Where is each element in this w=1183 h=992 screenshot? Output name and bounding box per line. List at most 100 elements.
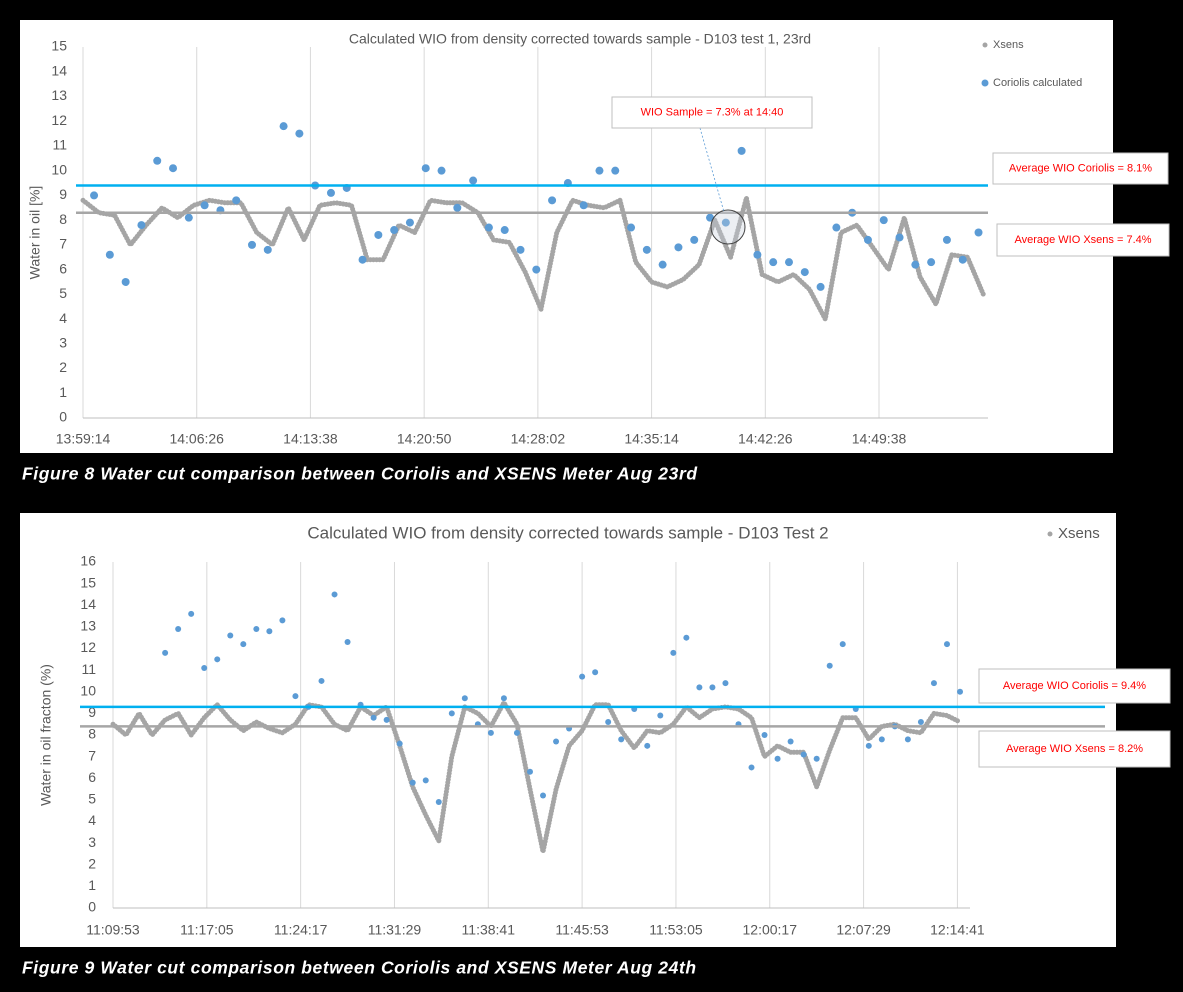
- coriolis-point: [421, 164, 430, 173]
- coriolis-point: [553, 738, 560, 745]
- x-tick-label: 12:07:29: [836, 922, 891, 938]
- coriolis-point: [595, 166, 604, 175]
- y-tick-label: 3: [59, 335, 67, 351]
- coriolis-point: [722, 680, 729, 687]
- coriolis-point: [526, 768, 533, 775]
- xsens-line: [80, 195, 986, 322]
- coriolis-point: [263, 245, 272, 254]
- y-tick-label: 11: [81, 661, 96, 677]
- y-tick-label: 13: [51, 87, 67, 103]
- coriolis-point: [227, 632, 234, 639]
- chart-title: Calculated WIO from density corrected to…: [307, 523, 828, 542]
- y-tick-label: 16: [80, 553, 96, 569]
- chart-title: Calculated WIO from density corrected to…: [349, 31, 811, 47]
- coriolis-point: [247, 240, 256, 249]
- xsens-line: [110, 700, 963, 855]
- coriolis-point: [943, 641, 950, 648]
- coriolis-point: [516, 245, 525, 254]
- coriolis-point: [579, 673, 586, 680]
- sample-highlight: [710, 209, 746, 245]
- x-tick-label: 14:42:26: [738, 431, 793, 447]
- coriolis-point: [435, 799, 442, 806]
- coriolis-point: [832, 223, 841, 232]
- x-tick-label: 14:28:02: [511, 431, 566, 447]
- y-axis-label: Water in oil [%]: [27, 186, 43, 280]
- coriolis-point: [800, 751, 807, 758]
- coriolis-point: [644, 742, 651, 749]
- coriolis-point: [942, 235, 951, 244]
- coriolis-point: [326, 188, 335, 197]
- coriolis-point: [200, 201, 209, 210]
- coriolis-point: [974, 228, 983, 237]
- legend-marker: [982, 42, 988, 48]
- y-axis-label: Water in oil fracton (%): [38, 664, 54, 806]
- coriolis-point: [784, 258, 793, 267]
- coriolis-point: [709, 684, 716, 691]
- coriolis-point: [370, 714, 377, 721]
- coriolis-point: [188, 610, 195, 617]
- coriolis-point: [374, 230, 383, 239]
- coriolis-point: [500, 226, 509, 235]
- x-tick-label: 11:53:05: [649, 922, 703, 938]
- coriolis-point: [787, 738, 794, 745]
- coriolis-point: [611, 166, 620, 175]
- coriolis-point: [706, 213, 715, 222]
- annotation-text: Average WIO Xsens = 7.4%: [1014, 234, 1151, 246]
- coriolis-point: [579, 201, 588, 210]
- y-tick-label: 4: [59, 310, 67, 326]
- x-tick-label: 11:17:05: [180, 922, 234, 938]
- coriolis-point: [383, 716, 390, 723]
- coriolis-point: [390, 226, 399, 235]
- coriolis-point: [513, 729, 520, 736]
- coriolis-point: [201, 664, 208, 671]
- coriolis-point: [748, 764, 755, 771]
- y-tick-label: 15: [51, 38, 67, 54]
- coriolis-point: [813, 755, 820, 762]
- coriolis-point: [605, 719, 612, 726]
- coriolis-point: [162, 649, 169, 656]
- coriolis-point: [957, 688, 964, 695]
- y-tick-label: 2: [88, 855, 96, 871]
- y-tick-label: 1: [88, 877, 96, 893]
- annotation-box: [978, 730, 1171, 768]
- coriolis-point: [500, 695, 507, 702]
- coriolis-point: [121, 277, 130, 286]
- coriolis-point: [184, 213, 193, 222]
- legend-label: Xsens: [1058, 525, 1100, 542]
- x-tick-label: 14:06:26: [169, 431, 224, 447]
- coriolis-point: [826, 662, 833, 669]
- coriolis-point: [958, 255, 967, 264]
- coriolis-point: [737, 146, 746, 155]
- coriolis-point: [674, 243, 683, 252]
- y-tick-label: 11: [52, 137, 67, 153]
- coriolis-point: [90, 191, 99, 200]
- coriolis-point: [839, 641, 846, 648]
- coriolis-point: [358, 255, 367, 264]
- coriolis-point: [618, 736, 625, 743]
- coriolis-point: [484, 223, 493, 232]
- y-tick-label: 4: [88, 812, 96, 828]
- coriolis-point: [453, 203, 462, 212]
- coriolis-point: [800, 268, 809, 277]
- coriolis-point: [405, 218, 414, 227]
- y-tick-label: 14: [51, 62, 67, 78]
- coriolis-point: [448, 710, 455, 717]
- coriolis-point: [105, 250, 114, 259]
- x-tick-label: 11:31:29: [368, 922, 422, 938]
- y-tick-label: 10: [80, 682, 96, 698]
- x-tick-label: 12:14:41: [930, 922, 985, 938]
- coriolis-point: [863, 235, 872, 244]
- y-tick-label: 6: [88, 769, 96, 785]
- y-tick-label: 3: [88, 834, 96, 850]
- annotation-box: [611, 96, 813, 129]
- annotation-text: Average WIO Coriolis = 8.1%: [1009, 162, 1152, 174]
- x-tick-label: 14:49:38: [852, 431, 907, 447]
- coriolis-point: [657, 712, 664, 719]
- coriolis-point: [879, 216, 888, 225]
- x-tick-label: 13:59:14: [56, 431, 111, 447]
- coriolis-point: [696, 684, 703, 691]
- coriolis-point: [240, 641, 247, 648]
- y-tick-label: 1: [59, 384, 67, 400]
- annotation-box: [978, 668, 1171, 704]
